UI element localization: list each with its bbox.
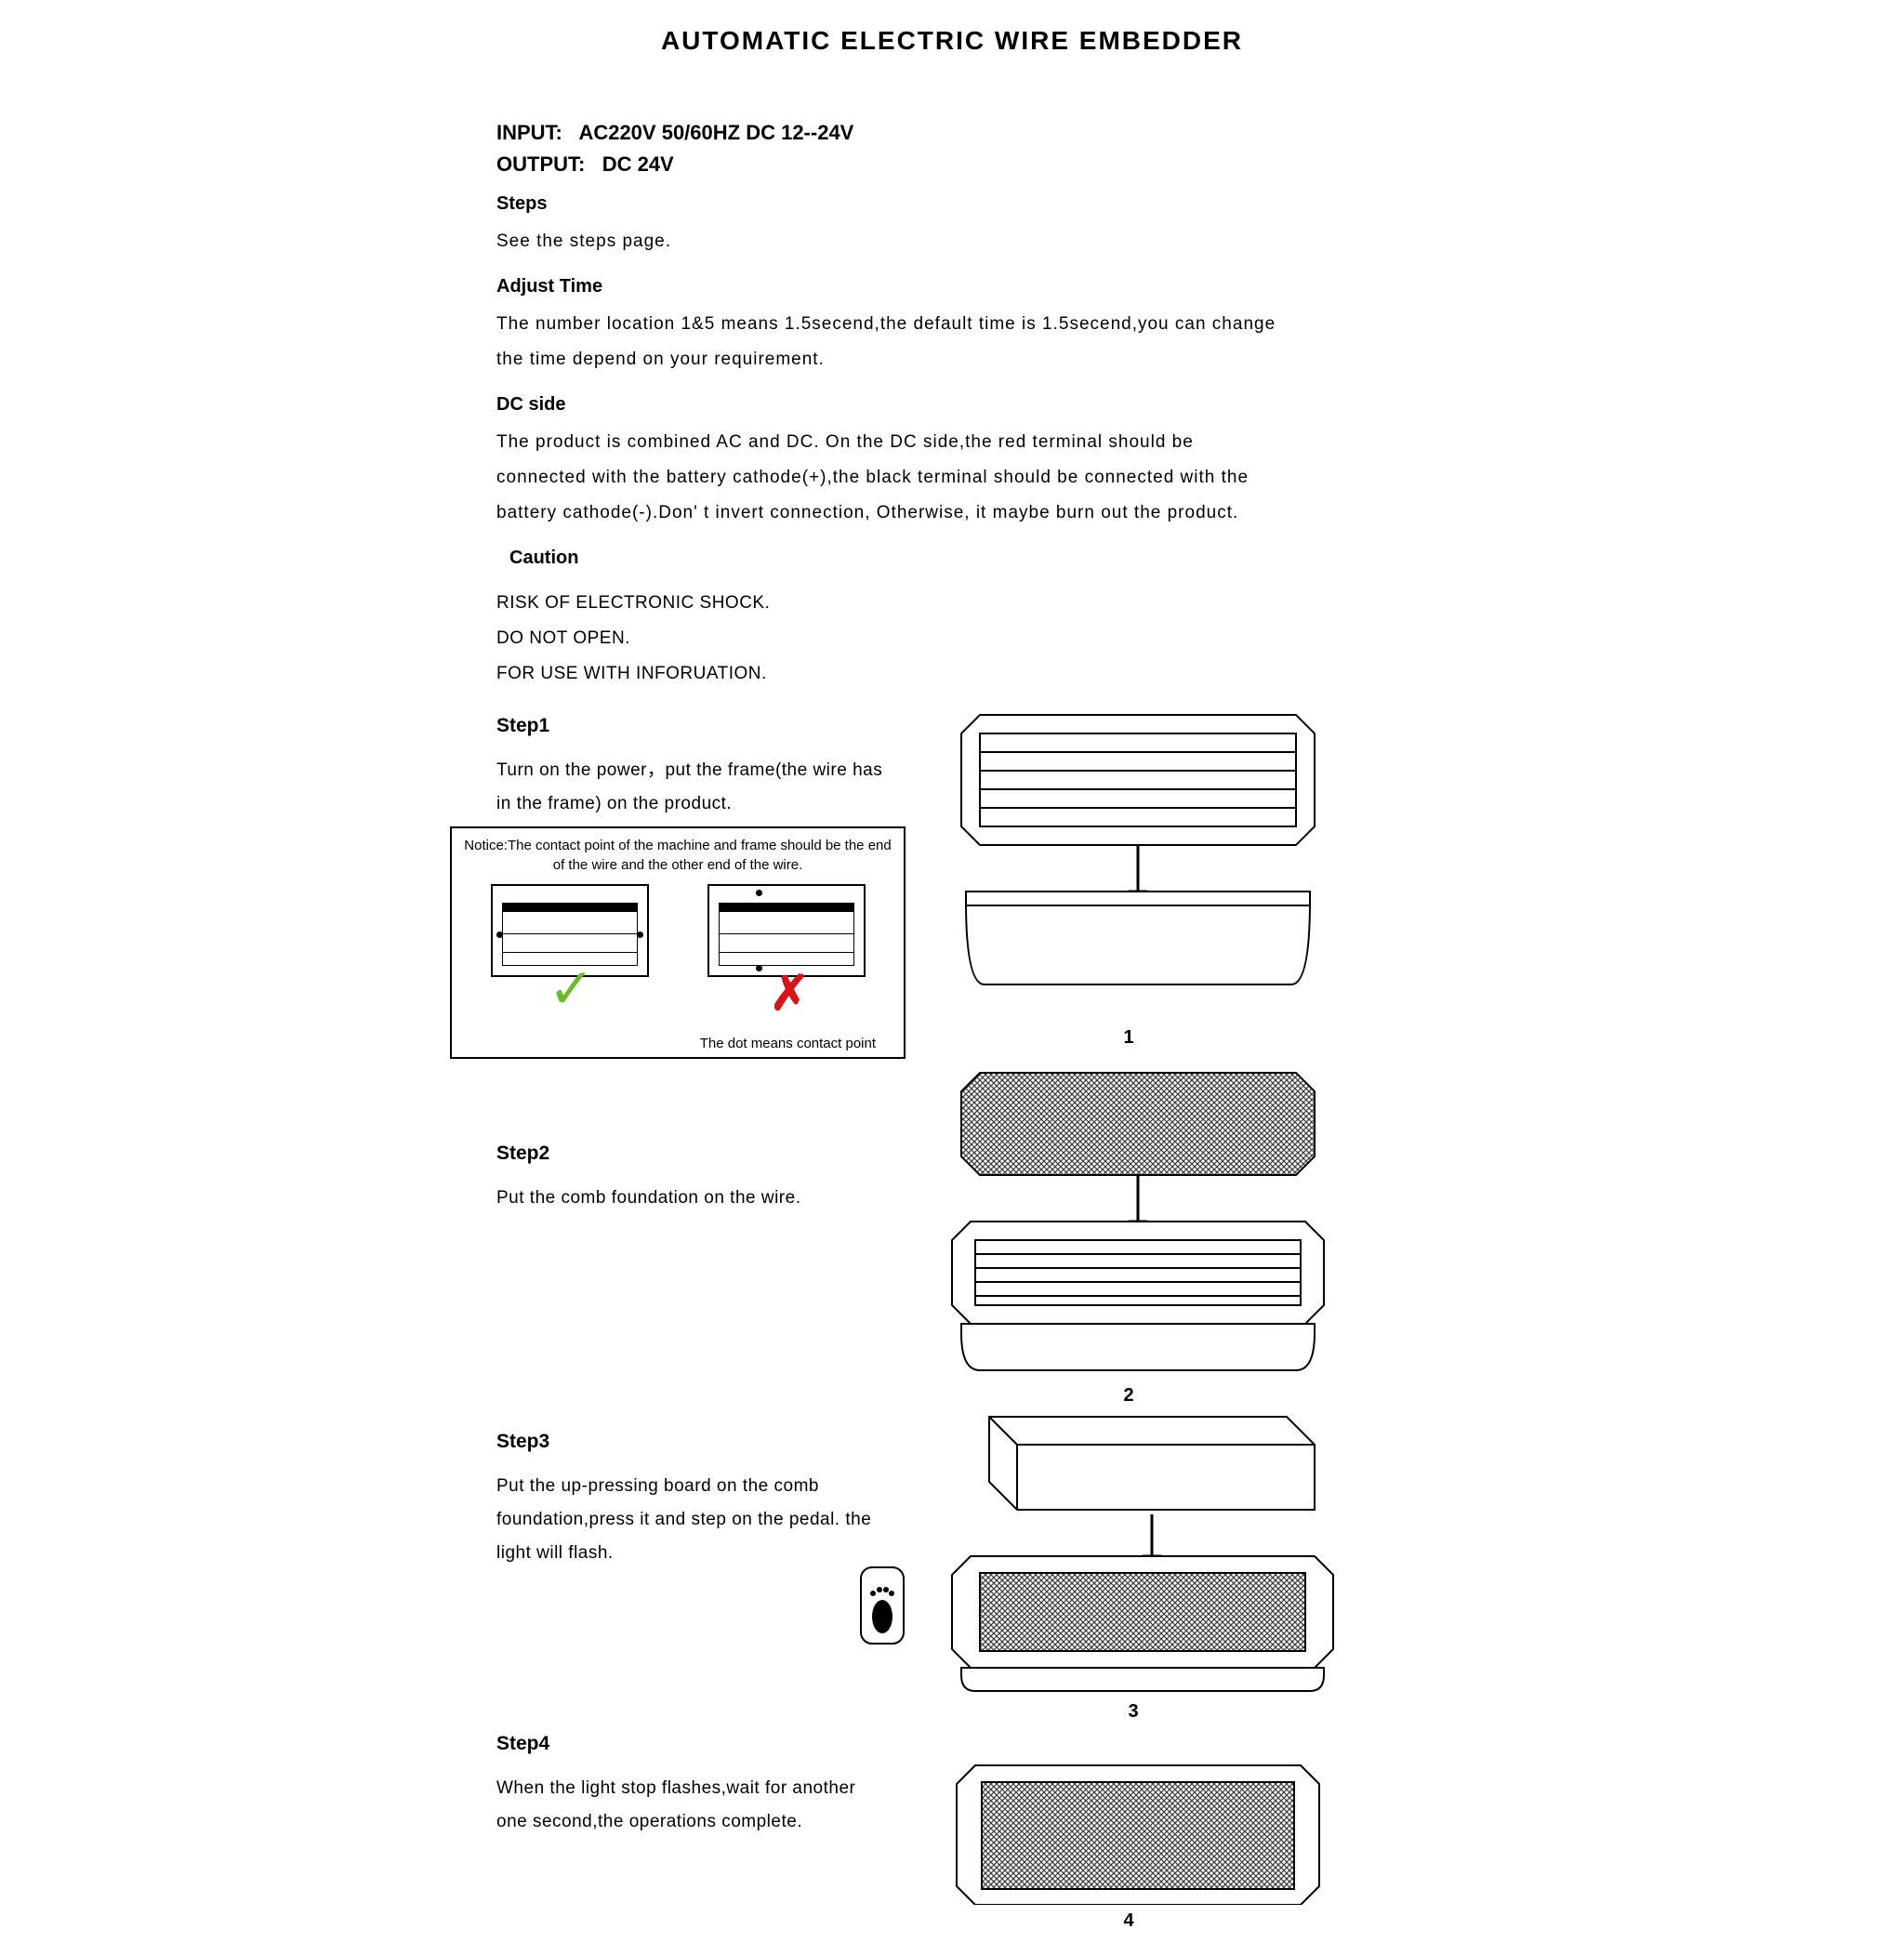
steps-heading: Steps	[496, 193, 1352, 215]
correct-orientation-diagram: ✓	[491, 884, 649, 977]
dc-side-heading: DC side	[496, 394, 1352, 416]
notice-box: Notice:The contact point of the machine …	[450, 826, 906, 1059]
diagram-2-label: 2	[924, 1385, 1333, 1407]
diagram-step1: 1	[924, 706, 1333, 1049]
caution-line: FOR USE WITH INFORUATION.	[496, 656, 1352, 692]
input-spec: INPUT: AC220V 50/60HZ DC 12--24V	[496, 121, 1352, 145]
diagram-4-label: 4	[924, 1910, 1333, 1932]
cross-icon: ✗	[770, 966, 811, 1022]
caution-heading: Caution	[509, 548, 1352, 569]
diagram-step2: 2	[924, 1063, 1333, 1407]
step2-text: Put the comb foundation on the wire.	[496, 1182, 887, 1215]
diagram-step4: 4	[924, 1756, 1333, 1932]
step2-heading: Step2	[496, 1143, 887, 1165]
check-icon: ✓	[549, 957, 595, 1022]
diagram-3-label: 3	[924, 1701, 1342, 1723]
step3-heading: Step3	[496, 1431, 887, 1453]
diagram-1-label: 1	[924, 1027, 1333, 1049]
pedal-foot-icon	[859, 1565, 906, 1645]
notice-footer: The dot means contact point	[700, 1036, 876, 1051]
adjust-time-text: The number location 1&5 means 1.5secend,…	[496, 307, 1277, 377]
step4-heading: Step4	[496, 1733, 887, 1755]
step1-text: Turn on the power，put the frame(the wire…	[496, 754, 887, 821]
caution-line: DO NOT OPEN.	[496, 621, 1352, 656]
steps-text: See the steps page.	[496, 224, 1277, 259]
output-spec: OUTPUT: DC 24V	[496, 152, 1352, 177]
step1-heading: Step1	[496, 715, 887, 737]
output-label: OUTPUT:	[496, 152, 585, 176]
input-label: INPUT:	[496, 121, 562, 144]
input-value: AC220V 50/60HZ DC 12--24V	[578, 121, 853, 144]
step3-text: Put the up-pressing board on the comb fo…	[496, 1470, 887, 1570]
output-value: DC 24V	[602, 152, 674, 176]
dc-side-text: The product is combined AC and DC. On th…	[496, 425, 1277, 531]
diagram-step3: 3	[924, 1407, 1342, 1723]
step4-text: When the light stop flashes,wait for ano…	[496, 1772, 887, 1839]
adjust-time-heading: Adjust Time	[496, 276, 1352, 297]
caution-line: RISK OF ELECTRONIC SHOCK.	[496, 586, 1352, 621]
notice-text: Notice:The contact point of the machine …	[461, 836, 894, 875]
page-title: AUTOMATIC ELECTRIC WIRE EMBEDDER	[441, 26, 1463, 56]
wrong-orientation-diagram: ✗	[707, 884, 866, 977]
